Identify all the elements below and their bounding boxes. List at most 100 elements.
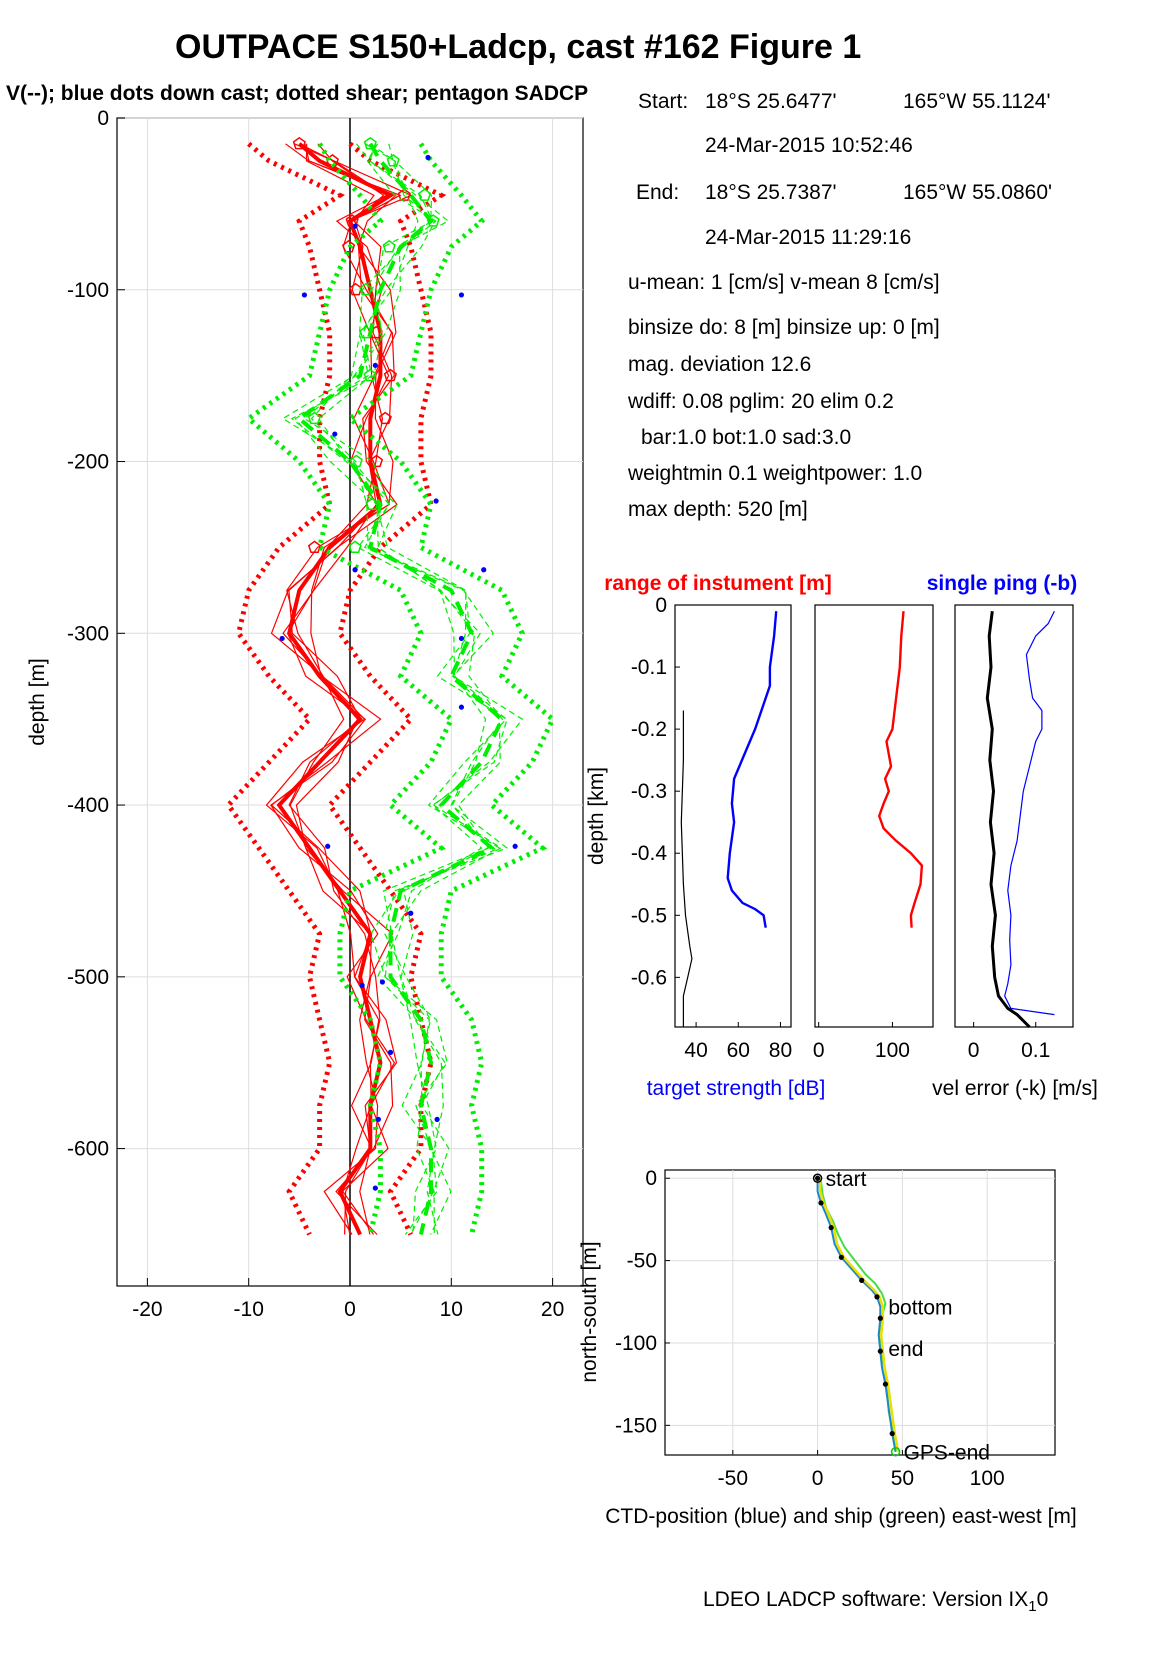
v-profile-shear-low	[244, 142, 455, 1236]
end-latitude: 18°S 25.7387'	[705, 181, 837, 204]
position-annotation: GPS-end	[904, 1442, 990, 1465]
binsize-info: binsize do: 8 [m] binsize up: 0 [m]	[628, 316, 940, 339]
down-cast-dot	[325, 843, 331, 849]
down-cast-dot	[481, 567, 487, 573]
u-profile-sadcp-marker	[342, 239, 356, 253]
position-marker	[828, 1225, 834, 1231]
down-cast-dot	[352, 223, 358, 229]
u-profile-sadcp-marker	[345, 214, 359, 227]
v-profile-sadcp-marker	[418, 188, 432, 201]
down-cast-dot	[372, 362, 378, 368]
max-depth-info: max depth: 520 [m]	[628, 498, 808, 521]
bar-info: bar:1.0 bot:1.0 sad:3.0	[641, 426, 852, 449]
down-cast-dot	[458, 292, 465, 298]
main-y-tick-label: -200	[67, 451, 109, 474]
position-marker	[877, 1348, 883, 1354]
position-y-axis-label: north-south [m]	[578, 1241, 601, 1382]
target-plot-frame	[674, 604, 792, 1028]
v-profile-mean	[296, 142, 505, 1235]
velerr-line	[985, 611, 1031, 1029]
main-x-tick-label: 0	[344, 1298, 356, 1321]
u-profile-ensemble-5	[294, 143, 413, 1235]
velerr-x-tick-label: 0.1	[1021, 1039, 1050, 1062]
v-profile-sadcp-marker	[386, 153, 400, 167]
down-cast-dot	[359, 982, 365, 989]
target-strength-plot: 0 -0.1 -0.2 -0.3 -0.4 -0.5 -0.6 40 60 80 depth [km…	[585, 572, 832, 1100]
start-label: Start:	[638, 90, 689, 113]
u-profile-shear-high	[326, 141, 447, 1236]
start-longitude: 165°W 55.1124'	[903, 90, 1051, 113]
position-plot-frame	[664, 1169, 1056, 1456]
figure-title: OUTPACE S150+Ladcp, cast #162 Figure 1	[175, 28, 862, 66]
u-profile-sadcp-marker	[369, 454, 384, 468]
target-x-axis-label: target strength [dB]	[647, 1077, 826, 1100]
down-cast-dot	[379, 979, 386, 985]
velerr-plot-frame	[954, 604, 1074, 1028]
position-marker	[838, 1254, 844, 1260]
single-ping-line	[1004, 610, 1055, 1016]
software-version-tail: 0	[1036, 1588, 1049, 1611]
software-version: LDEO LADCP software: Version IX10	[703, 1588, 1048, 1615]
target-y-tick-label: -0.2	[631, 718, 667, 741]
position-y-tick-label: -100	[615, 1332, 657, 1355]
position-x-axis-label: CTD-position (blue) and ship (green) eas…	[605, 1505, 1077, 1528]
down-cast-dot	[458, 635, 465, 642]
down-cast-dot	[433, 498, 439, 504]
main-y-tick-label: -600	[67, 1138, 109, 1161]
down-cast-dot	[425, 154, 431, 161]
end-longitude: 165°W 55.0860'	[903, 181, 1053, 204]
end-time: 24-Mar-2015 11:29:16	[705, 226, 912, 249]
down-cast-dot	[352, 567, 358, 573]
u-profile-sadcp-marker	[307, 540, 322, 554]
down-cast-dot	[512, 843, 518, 849]
target-y-tick-label: -0.5	[631, 904, 667, 927]
range-x-tick-label: 100	[875, 1039, 910, 1062]
main-y-tick-label: -400	[67, 794, 109, 817]
v-profile-sadcp-marker	[365, 497, 379, 511]
range-x-tick-label: 0	[813, 1039, 825, 1062]
range-title: range of instument [m]	[604, 572, 832, 595]
start-latitude: 18°S 25.6477'	[705, 90, 837, 113]
u-profile-sadcp-marker	[292, 136, 306, 150]
u-profile-sadcp-marker	[397, 188, 411, 201]
v-profile-ensemble-1	[317, 143, 524, 1235]
v-profile-shear-high	[345, 142, 556, 1236]
main-y-tick-label: -100	[67, 279, 109, 302]
u-profile-sadcp-marker	[383, 368, 397, 382]
velerr-x-tick-label: 0	[968, 1039, 980, 1062]
software-version-text: LDEO LADCP software: Version IX	[703, 1588, 1029, 1611]
u-profile-sadcp-marker	[378, 411, 392, 425]
instrument-range-plot: 0 100	[813, 604, 934, 1062]
position-y-tick-label: -50	[627, 1250, 657, 1273]
start-time: 24-Mar-2015 10:52:46	[705, 134, 913, 157]
target-y-tick-label: -0.4	[631, 842, 668, 865]
down-cast-dot	[279, 635, 285, 642]
main-y-tick-label: -500	[67, 966, 109, 989]
main-x-tick-label: -20	[132, 1298, 162, 1321]
position-marker	[874, 1294, 880, 1300]
range-plot-frame	[814, 604, 934, 1028]
v-profile-ensemble-2	[294, 143, 508, 1235]
down-cast-dot	[434, 1116, 440, 1122]
position-plot: -50 0 50 100 0 -50 -100 -150 north-south [m] CTD-…	[578, 1167, 1077, 1528]
main-x-tick-label: -10	[234, 1298, 264, 1321]
range-line	[877, 611, 924, 928]
v-profile-ensemble-4	[281, 143, 490, 1235]
position-marker	[859, 1277, 865, 1283]
ctd-track	[816, 1178, 897, 1452]
v-profile-sadcp-marker	[382, 239, 396, 253]
position-y-tick-label: 0	[645, 1167, 657, 1190]
v-profile-sadcp-marker	[307, 411, 321, 425]
v-profile-sadcp-marker	[363, 368, 377, 382]
software-version-sub: 1	[1028, 1598, 1037, 1616]
main-y-tick-label: -300	[67, 622, 109, 645]
target-x-tick-label: 80	[769, 1039, 792, 1062]
u-profile-shear-low	[225, 141, 346, 1236]
ctd-track-late	[818, 1178, 900, 1452]
velocity-profile-plot: -20 -10 0 10 200-100-200-300-400-500-600dept…	[26, 107, 584, 1321]
v-profile-sadcp-marker	[359, 325, 373, 339]
u-profile-sadcp-marker	[349, 282, 363, 296]
v-profile-sadcp-marker	[363, 136, 377, 150]
position-marker	[889, 1430, 895, 1437]
position-y-tick-label: -150	[615, 1414, 657, 1437]
